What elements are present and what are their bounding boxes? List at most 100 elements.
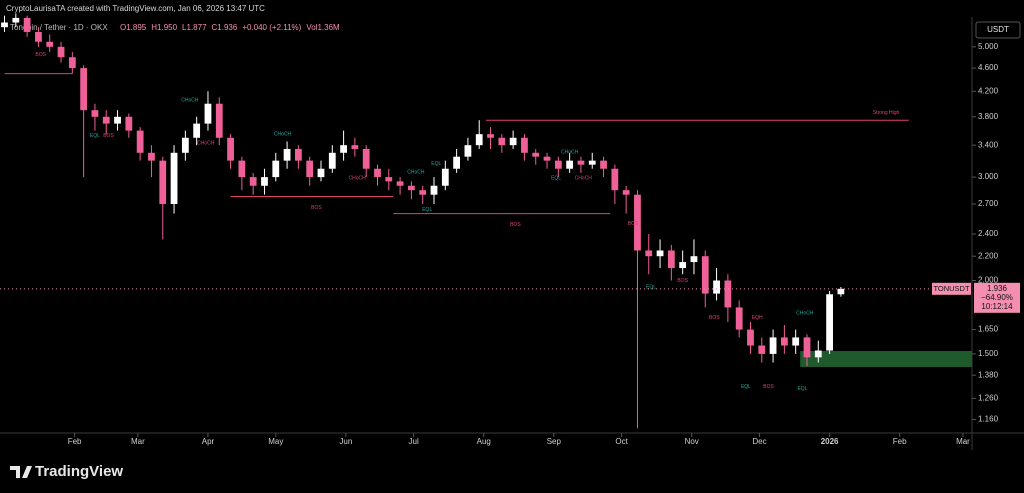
- candle-body: [419, 190, 427, 195]
- annotation: CHoCH: [349, 175, 367, 181]
- annotation: CHoCH: [561, 149, 579, 155]
- logo-icon: [10, 466, 32, 478]
- candle-body: [317, 168, 325, 178]
- symbol-tag: [932, 282, 971, 295]
- candle-body: [238, 160, 246, 178]
- annotation: EQL: [90, 133, 100, 139]
- candle-body: [148, 152, 155, 161]
- candle-body: [35, 31, 42, 42]
- annotation: BOS: [763, 384, 774, 390]
- candle-body: [136, 130, 144, 153]
- candle-body: [792, 337, 800, 346]
- candle-body: [826, 294, 833, 351]
- candle-body: [441, 168, 449, 186]
- currency: USDT: [987, 25, 1009, 34]
- candle-body: [543, 156, 551, 161]
- annotation: CHoCH: [796, 310, 814, 316]
- candle-body: [181, 137, 189, 153]
- candle-body: [521, 137, 528, 153]
- y-tick-label: 2.200: [978, 251, 999, 260]
- x-tick-label: Jun: [339, 437, 352, 446]
- y-tick-label: 1.260: [978, 393, 999, 402]
- candle-body: [588, 160, 596, 165]
- y-tick-label: 3.800: [978, 112, 999, 121]
- candle-body: [80, 68, 88, 111]
- annotation: CHoCH: [407, 169, 425, 175]
- candle-body: [385, 177, 393, 182]
- annotation: BOS: [103, 133, 114, 139]
- last-price: 1.936: [987, 284, 1008, 293]
- legend-value: O1.895: [120, 23, 147, 32]
- annotation: BOS: [311, 205, 322, 211]
- candle-body: [611, 168, 619, 191]
- candle-body: [464, 145, 472, 157]
- annotation: CHoCH: [181, 97, 199, 103]
- annotation: EQL: [422, 207, 432, 213]
- candle-body: [667, 250, 675, 269]
- legend-value: Vol1.36M: [306, 23, 340, 32]
- candle-body: [622, 190, 630, 195]
- candle-body: [679, 262, 687, 269]
- candle-body: [690, 256, 698, 263]
- candle-body: [68, 57, 76, 69]
- candle-body: [1, 22, 8, 28]
- candle-body: [23, 17, 31, 32]
- candle-body: [837, 288, 845, 295]
- y-tick-label: 3.400: [978, 140, 999, 149]
- candle-body: [57, 46, 65, 58]
- candle-body: [362, 148, 370, 169]
- candle-body: [577, 160, 585, 165]
- candle-body: [769, 337, 777, 354]
- candle-body: [294, 148, 302, 161]
- legend-value: H1.950: [151, 23, 177, 32]
- candle-body: [12, 17, 20, 23]
- candle-body: [328, 152, 336, 169]
- candle-body: [554, 160, 562, 169]
- annotation: BOS: [510, 222, 521, 228]
- legend-symbol: Toncoin / Tether · 1D · OKX: [10, 23, 108, 32]
- candle-body: [487, 134, 494, 138]
- candle-body: [780, 337, 788, 346]
- annotation: EQL: [551, 175, 561, 181]
- x-tick-label: May: [268, 437, 283, 446]
- y-tick-label: 1.380: [978, 370, 999, 379]
- demand-zone: [800, 351, 972, 367]
- logo: TradingView: [10, 463, 123, 480]
- x-tick-label: Feb: [893, 437, 907, 446]
- annotation: CHoCH: [274, 131, 292, 137]
- price-tag: [974, 282, 1020, 313]
- candle-body: [724, 280, 732, 308]
- price-change: −64.90%: [981, 293, 1013, 302]
- annotation: Strong High: [873, 110, 900, 116]
- candle-body: [532, 152, 540, 157]
- y-tick-label: 1.650: [978, 325, 999, 334]
- candle-body: [159, 160, 167, 204]
- x-tick-label: Nov: [685, 437, 699, 446]
- candle-body: [193, 123, 201, 138]
- annotation: BOS: [628, 221, 639, 227]
- legend-value: +0.040 (+2.11%): [242, 23, 301, 32]
- candle-body: [430, 185, 438, 195]
- candle-body: [747, 329, 754, 346]
- legend-value: L1.877: [182, 23, 207, 32]
- annotation: EQH: [752, 315, 763, 321]
- annotation: EQL: [646, 284, 656, 290]
- currency-box: [975, 21, 1021, 39]
- symbol-label: TONUSDT: [933, 284, 970, 293]
- candle-body: [249, 177, 257, 186]
- x-tick-label: Aug: [477, 437, 491, 446]
- candle-body: [396, 181, 404, 186]
- y-tick-label: 2.400: [978, 229, 999, 238]
- x-tick-label: 2026: [821, 437, 839, 446]
- candle-body: [475, 134, 483, 146]
- candle-body: [125, 116, 133, 131]
- candle-body: [261, 177, 268, 186]
- candle-body: [509, 137, 517, 146]
- annotation: BOS: [709, 315, 720, 321]
- candle-body: [272, 160, 280, 178]
- candle-body: [227, 137, 234, 161]
- candle-body: [114, 116, 121, 124]
- header: CryptoLaurisaTA created with TradingView…: [6, 4, 265, 13]
